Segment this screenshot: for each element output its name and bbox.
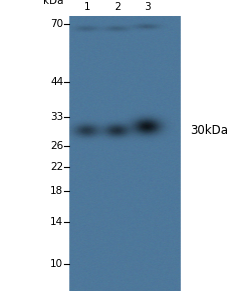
Text: 70: 70: [50, 20, 63, 29]
Text: 18: 18: [50, 186, 63, 197]
Text: 10: 10: [50, 259, 63, 269]
Text: kDa: kDa: [43, 0, 63, 6]
Text: 22: 22: [50, 162, 63, 172]
Text: 33: 33: [50, 112, 63, 122]
Text: 1: 1: [83, 2, 90, 12]
Text: 44: 44: [50, 76, 63, 86]
Text: 30kDa: 30kDa: [189, 124, 227, 137]
Text: 2: 2: [113, 2, 120, 12]
Text: 26: 26: [50, 141, 63, 151]
Text: 14: 14: [50, 217, 63, 227]
Text: 3: 3: [143, 2, 150, 12]
